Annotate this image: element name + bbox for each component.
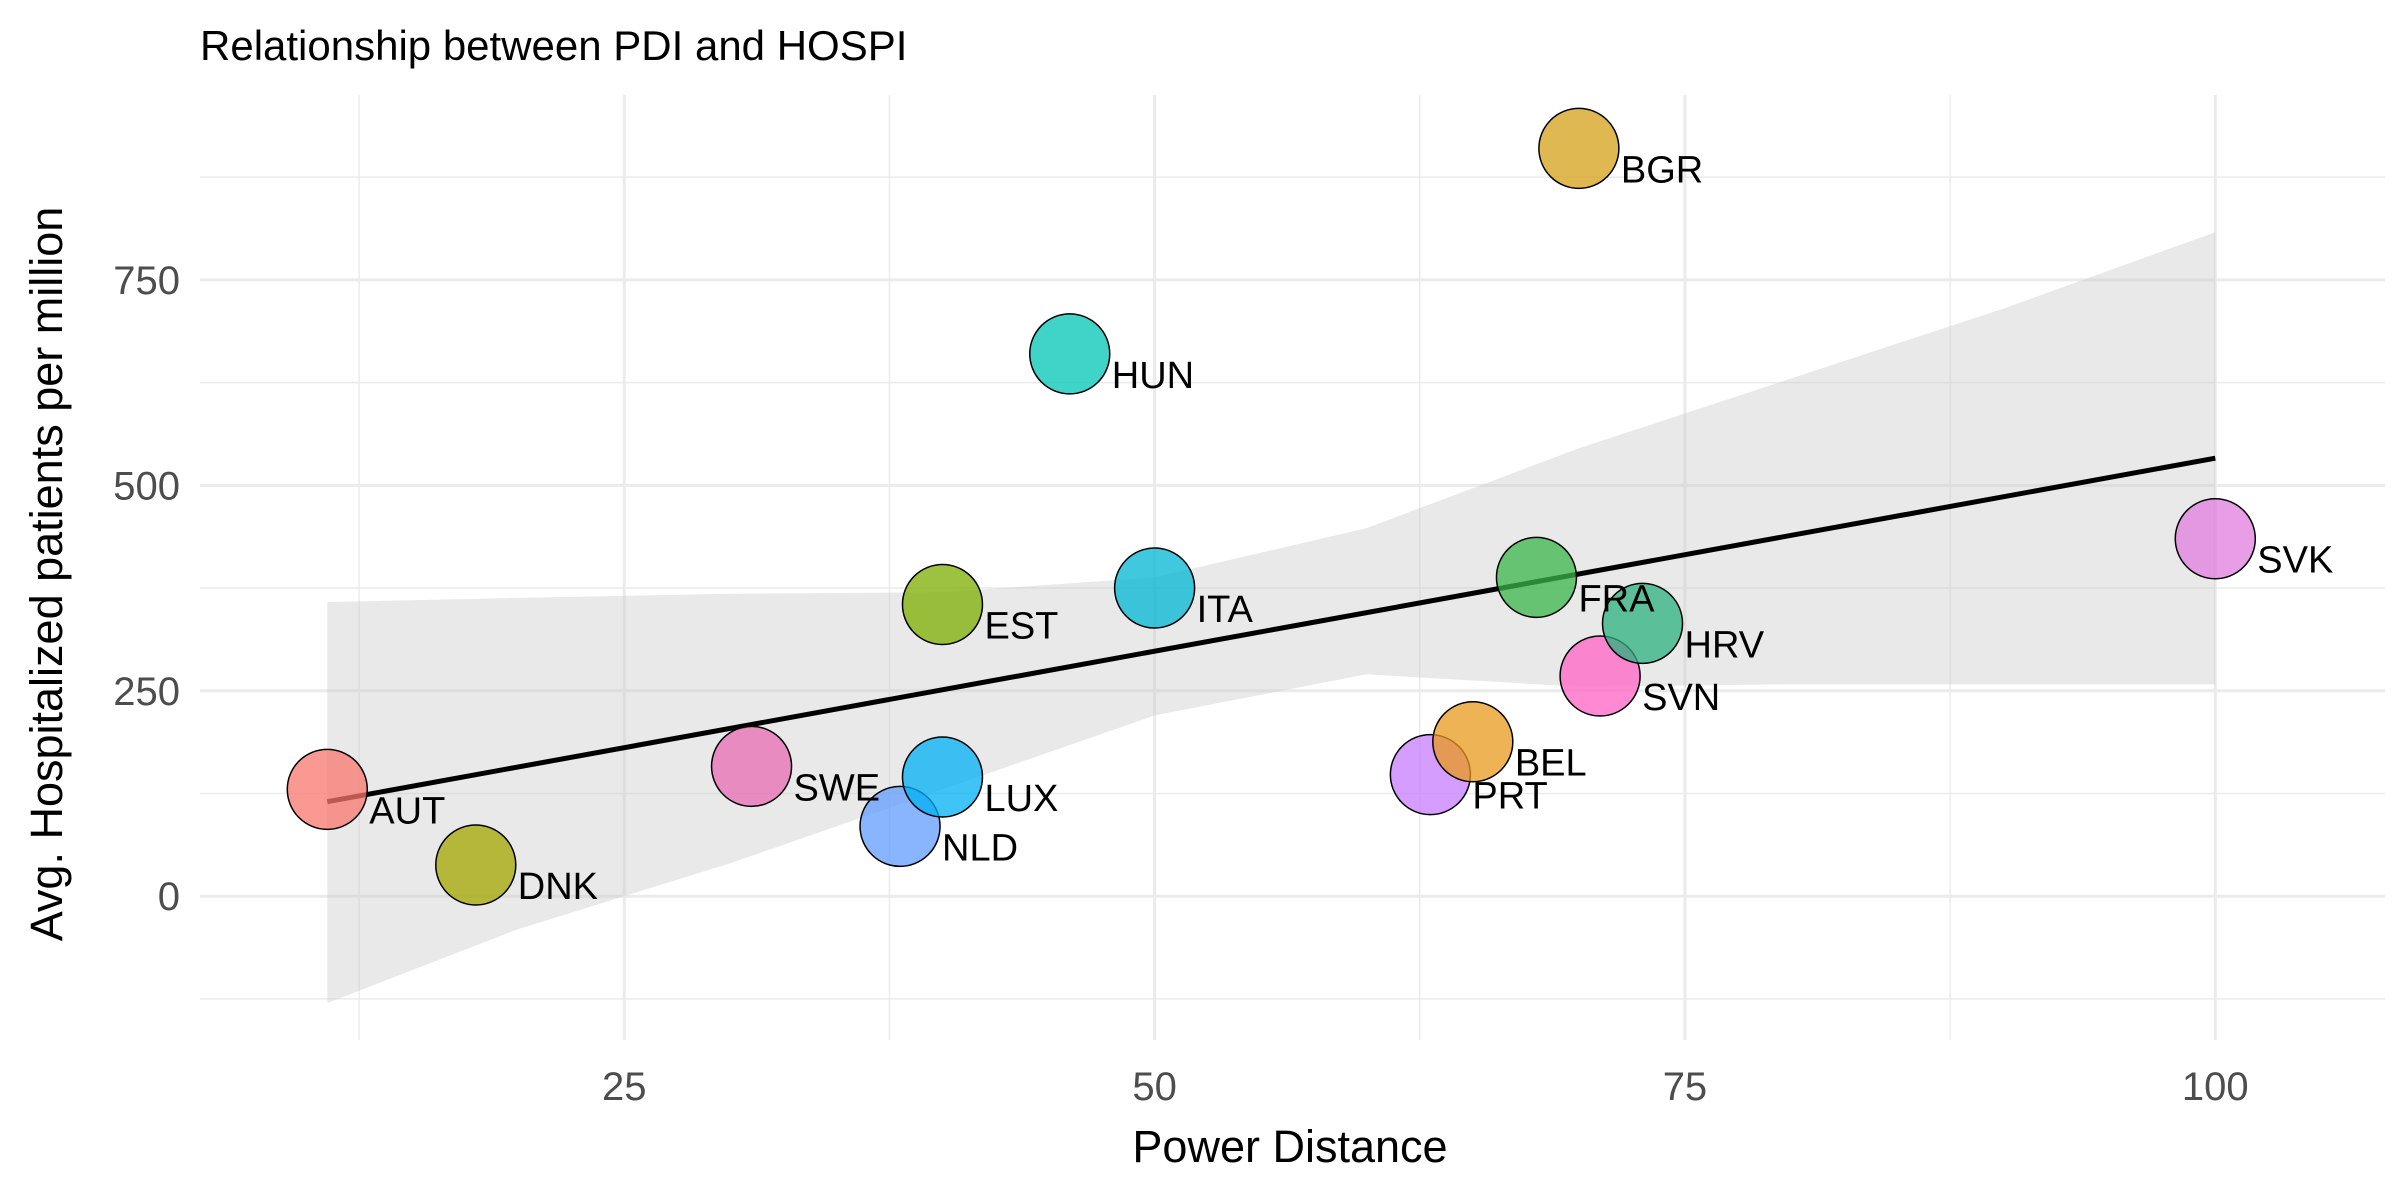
point-label-ita: ITA (1197, 589, 1254, 631)
x-axis-ticks: 25 50 75 100 (602, 1065, 2249, 1109)
point-label-hrv: HRV (1685, 624, 1765, 666)
x-tick-label: 75 (1663, 1065, 1708, 1109)
data-point-est (901, 563, 984, 646)
point-label-est: EST (984, 605, 1058, 647)
y-axis-title: Avg. Hospitalized patients per million (21, 207, 72, 942)
data-point-bel (1432, 700, 1514, 783)
x-tick-label: 50 (1132, 1065, 1177, 1109)
x-axis-title: Power Distance (1132, 1121, 1447, 1172)
data-point-dnk (435, 824, 517, 906)
point-label-bgr: BGR (1621, 149, 1703, 191)
x-tick-label: 25 (602, 1065, 647, 1109)
point-label-fra: FRA (1578, 578, 1655, 620)
x-tick-label: 100 (2182, 1065, 2249, 1109)
point-label-hun: HUN (1112, 355, 1194, 397)
data-point-bgr (1538, 107, 1620, 190)
chart-title: Relationship between PDI and HOSPI (200, 22, 907, 69)
trend-line (326, 455, 2216, 805)
data-point-fra (1495, 536, 1578, 619)
confidence-band (327, 232, 2216, 1003)
y-tick-label: 500 (113, 464, 180, 508)
data-point-svk (2174, 497, 2257, 580)
y-tick-label: 0 (158, 875, 180, 919)
point-label-svk: SVK (2257, 540, 2333, 582)
data-point-ita (1113, 547, 1196, 629)
point-label-nld: NLD (942, 827, 1018, 869)
point-label-swe: SWE (794, 767, 881, 809)
point-label-lux: LUX (984, 778, 1058, 820)
point-label-aut: AUT (369, 790, 445, 832)
data-point-hrv (1601, 582, 1684, 665)
point-label-bel: BEL (1515, 743, 1587, 785)
y-tick-label: 250 (113, 670, 180, 714)
point-label-prt: PRT (1472, 776, 1547, 818)
y-axis-ticks: 0 250 500 750 (113, 259, 180, 919)
y-tick-label: 750 (113, 259, 180, 303)
confidence-band-area (327, 232, 2216, 1003)
point-label-svn: SVN (1642, 677, 1720, 719)
data-point-lux (901, 736, 984, 818)
data-points (286, 107, 2257, 906)
data-point-swe (710, 725, 793, 808)
point-label-dnk: DNK (518, 866, 598, 908)
data-point-hun (1029, 313, 1111, 395)
data-point-aut (286, 748, 369, 831)
trend-line-group (326, 455, 2216, 805)
